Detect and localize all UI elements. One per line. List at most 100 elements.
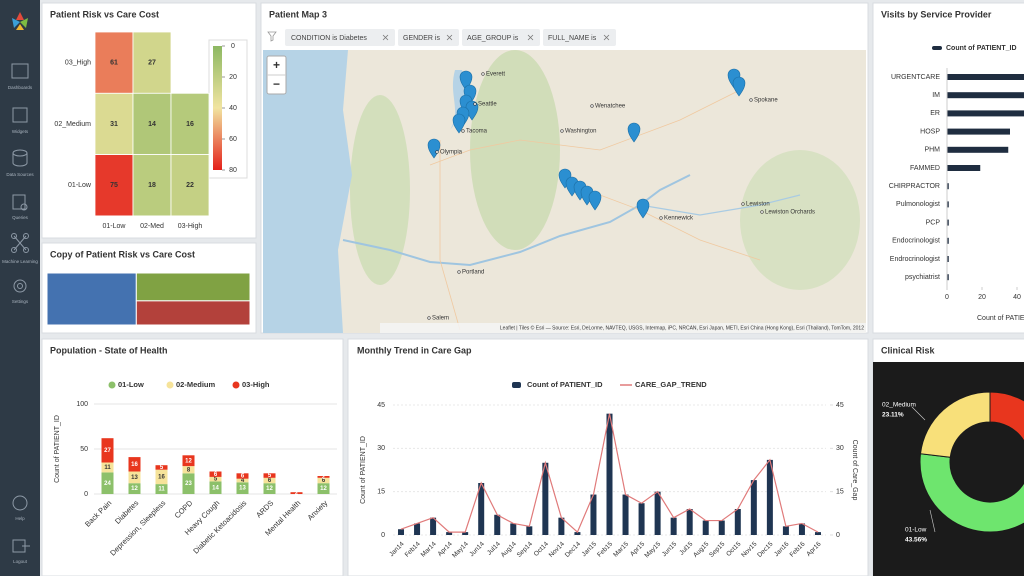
- bar-segment: [263, 473, 276, 478]
- heat-cell: [132, 154, 172, 217]
- bar: [542, 462, 549, 535]
- filter-label[interactable]: AGE_GROUP is: [467, 35, 519, 42]
- filter-label[interactable]: GENDER is: [403, 35, 440, 42]
- y-tick-label: HOSP: [920, 128, 940, 135]
- bar-segment: [155, 484, 168, 494]
- bar-segment: [182, 466, 195, 474]
- place-label: Seattle: [478, 102, 497, 108]
- bar-segment: [128, 471, 141, 484]
- y-tick-label: psychiatrist: [905, 274, 940, 281]
- place-label: Washington: [565, 129, 596, 135]
- bar: [398, 529, 405, 535]
- heat-cell: [170, 154, 210, 217]
- zoom-control[interactable]: [266, 55, 287, 95]
- bar-label: 6: [268, 478, 272, 484]
- column-label: 01-Low: [103, 223, 127, 230]
- bar-label: 6: [322, 478, 326, 484]
- visits-chart: Count of PATIENT_ID URGENTCARE IM ER HOSP PHM…: [889, 45, 1024, 322]
- place-label: Everett: [486, 72, 505, 78]
- bar-label: 5: [268, 473, 272, 479]
- filter-chip[interactable]: [462, 29, 540, 46]
- row-label: 02_Medium: [54, 121, 91, 128]
- bar-segment: [209, 471, 222, 477]
- bar: [947, 146, 1009, 153]
- x-axis-label: Count of PATIENT_ID: [977, 315, 1024, 322]
- bar-label: 14: [212, 485, 219, 491]
- bar: [947, 237, 949, 244]
- bar-segment: [263, 477, 276, 484]
- cell-label: 18: [148, 182, 156, 189]
- map: [263, 50, 866, 333]
- bar-segment: [155, 465, 168, 470]
- bar: [462, 532, 469, 535]
- y-tick-label: PHM: [924, 147, 940, 154]
- x-tick-label: 40: [1013, 294, 1021, 301]
- y-tick-label: 50: [80, 446, 88, 453]
- nav-item[interactable]: Help: [15, 516, 25, 521]
- bar-segment: [182, 455, 195, 467]
- bar: [670, 517, 677, 535]
- bar-label: 12: [320, 486, 327, 492]
- bar-label: 24: [104, 481, 111, 487]
- zoom-out[interactable]: −: [273, 77, 280, 91]
- x-tick-label: 0: [945, 294, 949, 301]
- place-label: Olympia: [440, 150, 463, 156]
- place-label: Kennewick: [664, 216, 694, 222]
- nav-item[interactable]: Machine Learning: [2, 259, 38, 264]
- nav-item[interactable]: Queries: [12, 215, 29, 220]
- filter-chip[interactable]: [543, 29, 616, 46]
- bar: [798, 523, 805, 535]
- y-tick-label: Endocrinologist: [892, 238, 940, 245]
- place-dot: [435, 150, 439, 154]
- place-label: Spokane: [754, 98, 778, 104]
- nav-item[interactable]: Data Sources: [6, 172, 34, 177]
- bar-segment: [236, 478, 249, 483]
- nav-item[interactable]: Dashboards: [8, 85, 33, 90]
- y-tick-label: 0: [381, 532, 385, 539]
- bar-label: 2: [322, 474, 326, 480]
- bar-label: 13: [239, 486, 246, 492]
- bar-label: 2: [295, 491, 299, 497]
- bar: [446, 532, 453, 535]
- legend-swatch: [932, 46, 942, 50]
- leader-line: [929, 509, 936, 533]
- zoom-in[interactable]: +: [273, 58, 280, 72]
- donut-slice: [919, 453, 1024, 533]
- bar: [947, 128, 1010, 135]
- legend-swatch: [512, 382, 521, 388]
- panel-title: Population - State of Health: [50, 345, 168, 355]
- bar: [947, 165, 981, 171]
- panel-title: Patient Map 3: [269, 9, 327, 19]
- filter-label[interactable]: CONDITION is Diabetes: [291, 35, 367, 42]
- bar: [430, 517, 437, 535]
- y-axis-label: Count of PATIENT_ID: [360, 436, 367, 504]
- filter-chip[interactable]: [398, 29, 459, 46]
- cell-label: 61: [110, 59, 118, 66]
- bar: [947, 256, 949, 262]
- donut-slice: [989, 391, 1024, 483]
- place-dot: [461, 129, 465, 133]
- heat-cell: [94, 31, 134, 94]
- place-label: Lewiston: [746, 202, 770, 208]
- legend-label: Count of PATIENT_ID: [527, 380, 603, 389]
- y-tick-label: PCP: [926, 219, 941, 226]
- bar: [766, 459, 773, 535]
- filter-chip[interactable]: [285, 29, 395, 46]
- bar: [414, 523, 421, 535]
- bar: [574, 532, 581, 535]
- bar-label: 6: [214, 472, 218, 478]
- bar: [947, 219, 949, 226]
- y-tick-label: 30: [377, 445, 385, 452]
- nav-item[interactable]: Logout: [13, 559, 28, 564]
- filter-label[interactable]: FULL_NAME is: [548, 35, 597, 42]
- bar: [686, 509, 693, 535]
- bar-segment: [317, 483, 330, 494]
- colorbar-tick-label: 20: [229, 74, 237, 81]
- legend-label: 02-Medium: [176, 380, 216, 389]
- legend-label: 03-High: [242, 380, 270, 389]
- nav-item[interactable]: Settings: [12, 299, 29, 304]
- slice-label: 23.11%: [882, 412, 904, 419]
- heat-cell: [170, 92, 210, 156]
- nav-item[interactable]: Widgets: [12, 129, 29, 134]
- y-axis-label: Count of PATIENT_ID: [54, 415, 61, 483]
